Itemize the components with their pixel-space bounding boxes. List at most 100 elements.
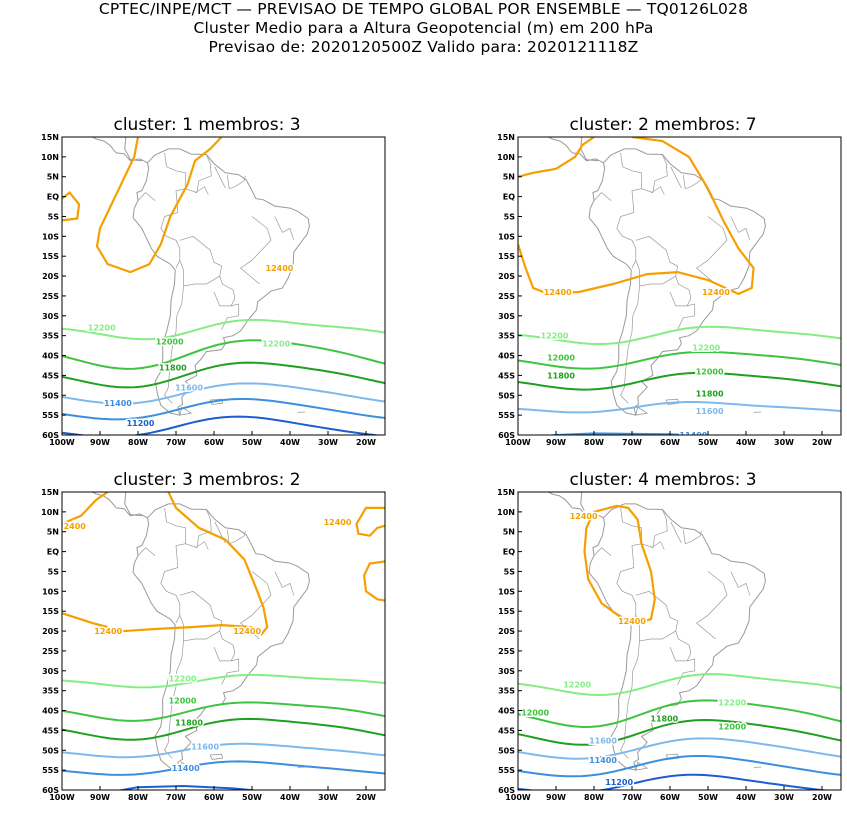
lat-label: 55S [498, 766, 515, 775]
central-america-coastline [548, 134, 603, 163]
header-line-3: Previsao de: 2020120500Z Valido para: 20… [0, 38, 847, 57]
lat-label: EQ [503, 548, 515, 557]
lat-label: 30S [498, 312, 515, 321]
lat-label: 10S [42, 587, 59, 596]
lon-label: 100W [49, 438, 75, 447]
country-border [670, 276, 691, 306]
country-border [215, 167, 226, 188]
country-border [222, 304, 239, 330]
lon-label: 60W [204, 793, 224, 802]
country-border [180, 591, 222, 641]
contour-11600 [518, 738, 841, 758]
lon-label: 90W [90, 793, 110, 802]
lat-label: 5N [47, 528, 59, 537]
contour-label: 11200 [127, 419, 155, 428]
contour-label: 12400 [266, 264, 294, 273]
lat-label: 55S [42, 411, 59, 420]
lat-label: 20S [42, 627, 59, 636]
lat-label: 15S [42, 252, 59, 261]
country-border [621, 508, 642, 568]
country-border [642, 510, 668, 548]
lon-label: 40W [280, 793, 300, 802]
contour-label: 11600 [696, 407, 724, 416]
contour-label: 11400 [589, 756, 617, 765]
lat-label: 10N [497, 153, 515, 162]
lon-label: 90W [90, 438, 110, 447]
plot-frame [518, 137, 841, 435]
country-border [241, 217, 271, 285]
country-border [671, 167, 682, 188]
lon-label: 40W [280, 438, 300, 447]
lon-label: 30W [774, 438, 794, 447]
country-border [275, 572, 294, 596]
contour-label: 12200 [692, 344, 720, 353]
contour-label: 12000 [521, 709, 549, 718]
contour-12400 [357, 508, 386, 536]
lat-label: 35S [498, 687, 515, 696]
lat-label: 55S [498, 411, 515, 420]
lon-label: 80W [584, 438, 604, 447]
contour-label: 12200 [169, 675, 197, 684]
contour-label: 11600 [175, 383, 203, 392]
contour-12400 [97, 137, 222, 272]
contour-label: 12400 [324, 518, 352, 527]
header-line-2: Cluster Medio para a Altura Geopotencial… [0, 19, 847, 38]
country-border [642, 155, 668, 193]
lat-label: 40S [498, 352, 515, 361]
country-border [180, 236, 222, 286]
lat-label: 45S [498, 726, 515, 735]
country-border [165, 508, 186, 568]
lat-label: 10N [41, 153, 59, 162]
lon-label: 30W [318, 793, 338, 802]
lon-label: 70W [622, 793, 642, 802]
lat-label: 5N [503, 528, 515, 537]
lat-label: 5S [504, 212, 516, 221]
lat-label: 5S [48, 567, 60, 576]
contour-label: 11600 [191, 742, 219, 751]
lat-label: 40S [42, 707, 59, 716]
contour-label: 11800 [650, 715, 678, 724]
contour-label: 12000 [696, 367, 724, 376]
lat-label: EQ [503, 193, 515, 202]
country-border [621, 153, 642, 213]
contour-label: 12200 [88, 324, 116, 333]
central-america-coastline [92, 134, 147, 163]
lon-label: 30W [774, 793, 794, 802]
contour-label: 11800 [159, 364, 187, 373]
lon-label: 100W [49, 793, 75, 802]
country-border [186, 155, 212, 193]
lon-label: 40W [736, 793, 756, 802]
lon-label: 100W [505, 438, 531, 447]
lat-label: 15N [41, 133, 59, 142]
map-content: 1240012400122001220012000120001180011600… [518, 489, 841, 793]
country-border [731, 572, 750, 596]
country-border [165, 153, 186, 213]
central-america-coastline [92, 489, 147, 518]
country-border [697, 217, 727, 285]
lat-label: 5S [504, 567, 516, 576]
lon-label: 20W [812, 793, 832, 802]
country-border [594, 548, 611, 556]
country-border [275, 217, 294, 241]
lat-label: 15S [498, 607, 515, 616]
contour-12400 [62, 492, 267, 634]
lat-label: 50S [498, 391, 515, 400]
contour-label: 12400 [618, 617, 646, 626]
contour-label: 12200 [541, 332, 569, 341]
lat-label: 10S [42, 232, 59, 241]
lat-label: 40S [498, 707, 515, 716]
contour-label: 12000 [547, 354, 575, 363]
lat-label: 20S [498, 272, 515, 281]
lat-label: 15N [41, 488, 59, 497]
contour-label: 12400 [702, 288, 730, 297]
lat-label: 10N [41, 508, 59, 517]
country-border [636, 236, 678, 286]
falkland-islands [210, 754, 223, 759]
contour-label: 11800 [696, 389, 724, 398]
